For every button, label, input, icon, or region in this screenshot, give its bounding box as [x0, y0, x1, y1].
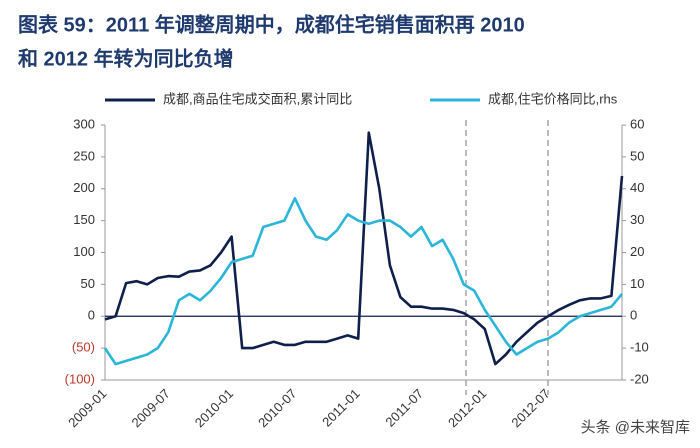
- watermark: 头条 @未来智库: [581, 418, 690, 436]
- y-tick-label: 50: [81, 276, 95, 291]
- y2-tick-label: -20: [630, 371, 649, 386]
- y2-tick-label: 20: [630, 244, 644, 259]
- chart-title: 图表 59：2011 年调整周期中，成都住宅销售面积再 2010: [18, 12, 525, 36]
- legend-label: 成都,住宅价格同比,rhs: [488, 91, 618, 106]
- x-tick-label: 2010-07: [255, 386, 299, 430]
- y2-tick-label: -10: [630, 340, 649, 355]
- y-tick-label: (50): [72, 340, 95, 355]
- x-tick-label: 2012-01: [445, 386, 489, 430]
- y2-tick-label: 30: [630, 212, 644, 227]
- x-tick-label: 2009-01: [65, 386, 109, 430]
- legend-label: 成都,商品住宅成交面积,累计同比: [163, 91, 352, 106]
- x-tick-label: 2009-07: [129, 386, 173, 430]
- y-tick-label: 0: [88, 308, 95, 323]
- y2-tick-label: 0: [630, 308, 637, 323]
- x-tick-label: 2010-01: [192, 386, 236, 430]
- x-tick-label: 2011-07: [382, 386, 426, 430]
- y-tick-label: 150: [73, 212, 95, 227]
- y-tick-label: 200: [73, 180, 95, 195]
- y2-tick-label: 10: [630, 276, 644, 291]
- series-line: [103, 197, 624, 366]
- chart-title: 和 2012 年转为同比负增: [18, 46, 234, 70]
- y-tick-label: 100: [73, 244, 95, 259]
- series-line: [104, 131, 624, 366]
- y2-tick-label: 50: [630, 148, 644, 163]
- y-tick-label: (100): [65, 371, 95, 386]
- x-tick-label: 2012-07: [508, 386, 552, 430]
- y2-tick-label: 60: [630, 116, 644, 131]
- y2-tick-label: 40: [630, 180, 644, 195]
- y-tick-label: 250: [73, 148, 95, 163]
- x-tick-label: 2011-01: [319, 386, 363, 430]
- y-tick-label: 300: [73, 116, 95, 131]
